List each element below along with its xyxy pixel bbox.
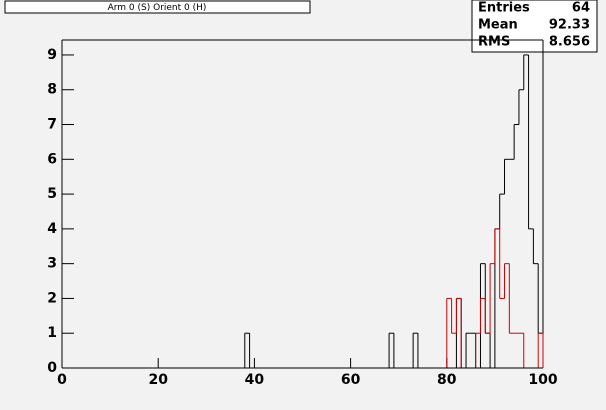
y-tick-label: 9 <box>47 47 57 63</box>
y-tick-label: 2 <box>47 290 57 306</box>
x-tick-label: 20 <box>148 372 168 388</box>
y-tick-label: 4 <box>47 221 57 237</box>
chart-title: Arm 0 (S) Orient 0 (H) <box>108 3 207 13</box>
stat-label: RMS <box>478 35 510 50</box>
x-tick-label: 60 <box>341 372 361 388</box>
y-tick-label: 3 <box>47 256 57 272</box>
y-tick-label: 0 <box>47 360 57 376</box>
y-tick-label: 7 <box>47 117 57 133</box>
stat-value: 92.33 <box>549 18 590 33</box>
x-tick-label: 100 <box>528 372 557 388</box>
stat-value: 8.656 <box>549 35 590 50</box>
y-tick-label: 8 <box>47 82 57 98</box>
y-tick-label: 6 <box>47 151 57 167</box>
y-tick-label: 1 <box>47 325 57 341</box>
y-tick-label: 5 <box>47 186 57 202</box>
x-tick-label: 80 <box>437 372 457 388</box>
x-tick-label: 0 <box>57 372 67 388</box>
stats-box <box>471 0 598 53</box>
x-tick-label: 40 <box>245 372 265 388</box>
stat-value: 64 <box>572 1 590 16</box>
title-box <box>4 0 311 14</box>
stat-label: Mean <box>478 18 518 33</box>
stat-label: Entries <box>478 1 530 16</box>
